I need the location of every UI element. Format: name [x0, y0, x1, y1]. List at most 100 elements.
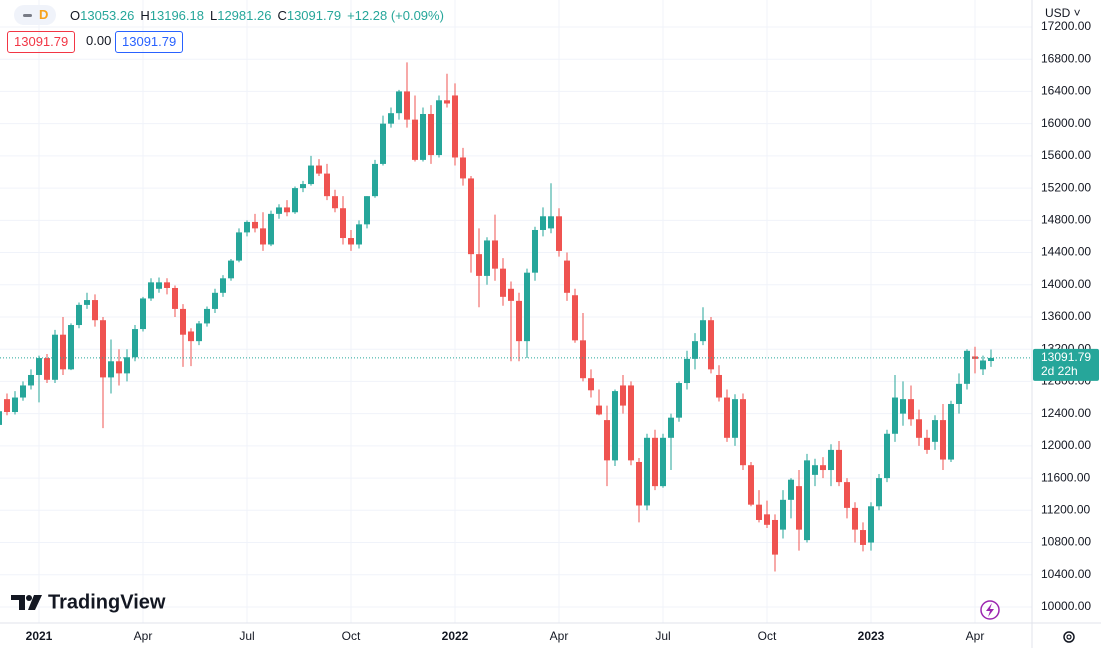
candle-body [428, 113, 434, 156]
candle-body [844, 482, 850, 508]
candle-body [12, 397, 18, 413]
candle-body [340, 208, 346, 239]
candle-body [348, 238, 354, 245]
candle-body [860, 530, 866, 545]
candle-body [500, 268, 506, 297]
candle-body [932, 420, 938, 442]
spread: 0.00 [86, 33, 112, 48]
x-tick-label: 2022 [442, 629, 469, 643]
last-price-label: 13091.79 [1041, 350, 1091, 364]
candle-body [452, 95, 458, 158]
candle-body [980, 360, 986, 370]
candle-body [404, 91, 410, 120]
candle-body [740, 399, 746, 466]
candle-body [948, 403, 954, 460]
last-price-box [1033, 348, 1099, 381]
candle-body [620, 385, 626, 406]
x-tick-label: 2023 [858, 629, 885, 643]
candle-body [380, 123, 386, 164]
y-tick-label: 11200.00 [1041, 502, 1090, 516]
candle-body [876, 478, 882, 507]
y-tick-label: 12400.00 [1041, 406, 1091, 420]
candle-body [292, 188, 298, 213]
high-label: H [140, 8, 150, 23]
candle-body [564, 260, 570, 293]
interval-pill[interactable]: D [14, 5, 56, 25]
y-tick-label: 10000.00 [1041, 599, 1091, 613]
candle-body [700, 320, 706, 342]
y-tick-label: 15200.00 [1041, 180, 1091, 194]
buy-box[interactable]: 13091.79 [115, 31, 184, 53]
candle-body [716, 374, 722, 398]
candle-body [196, 323, 202, 342]
candle-body [156, 282, 162, 289]
candle-body [204, 308, 210, 324]
candle-body [588, 378, 594, 391]
y-tick-label: 15600.00 [1041, 148, 1091, 162]
candle-body [372, 163, 378, 197]
candle-body [772, 519, 778, 555]
x-tick-label: Jul [239, 629, 254, 643]
candle-body [460, 157, 466, 179]
candle-body [68, 325, 74, 370]
candle-body [668, 417, 674, 438]
candle-body [524, 272, 530, 342]
open-label: O [70, 8, 81, 23]
countdown-label: 2d 22h [1041, 364, 1078, 378]
candle-body [92, 300, 98, 321]
candle-body [188, 331, 194, 342]
candle-body [244, 221, 250, 233]
x-tick-label: Apr [966, 629, 985, 643]
candle-body [660, 437, 666, 487]
candle-body [812, 465, 818, 475]
candle-body [636, 461, 642, 506]
candle-body [748, 465, 754, 505]
candle-body [284, 207, 290, 213]
candle-body [468, 178, 474, 255]
candle-body [444, 100, 450, 104]
low-value: 12981.26 [217, 8, 272, 23]
ohlc-legend: O13053.26 H13196.18 L12981.26 C13091.79 +12.… [70, 8, 450, 23]
candle-body [724, 397, 730, 438]
candle-body [60, 334, 66, 370]
close-value: 13091.79 [286, 8, 342, 23]
candle-body [28, 374, 34, 386]
y-tick-label: 16000.00 [1041, 116, 1091, 130]
y-tick-label: 10400.00 [1041, 567, 1091, 581]
candle-body [708, 320, 714, 370]
candle-body [988, 357, 994, 362]
candle-body [916, 419, 922, 438]
candle-body [532, 229, 538, 273]
candle-body [780, 499, 786, 530]
candle-body [76, 304, 82, 326]
candle-body [612, 391, 618, 461]
candle-body [604, 420, 610, 461]
candle-body [396, 91, 402, 114]
candle-body [900, 399, 906, 414]
high-value: 13196.18 [149, 8, 204, 23]
grid [0, 0, 1032, 623]
candle-body [884, 433, 890, 479]
x-tick-label: Apr [550, 629, 569, 643]
candle-body [828, 449, 834, 471]
candle-body [180, 308, 186, 335]
candle-body [44, 358, 50, 380]
sell-box[interactable]: 13091.79 [7, 31, 76, 53]
candle-body [508, 288, 514, 301]
candle-body [412, 119, 418, 160]
y-tick-label: 14400.00 [1041, 245, 1091, 259]
y-tick-label: 16400.00 [1041, 84, 1091, 98]
candle-body [20, 385, 26, 398]
settings-button[interactable] [1063, 631, 1075, 643]
candle-body [116, 361, 122, 374]
y-tick-label: 11600.00 [1041, 470, 1090, 484]
candle-body [924, 437, 930, 450]
candle-body [852, 507, 858, 530]
x-tick-label: Jul [655, 629, 670, 643]
lightning-button[interactable] [980, 600, 1000, 620]
candle-body [556, 216, 562, 251]
candle-body [892, 397, 898, 434]
currency[interactable]: USD ˅ [1043, 5, 1083, 21]
y-tick-label: 10800.00 [1041, 535, 1091, 549]
candle-body [492, 240, 498, 269]
